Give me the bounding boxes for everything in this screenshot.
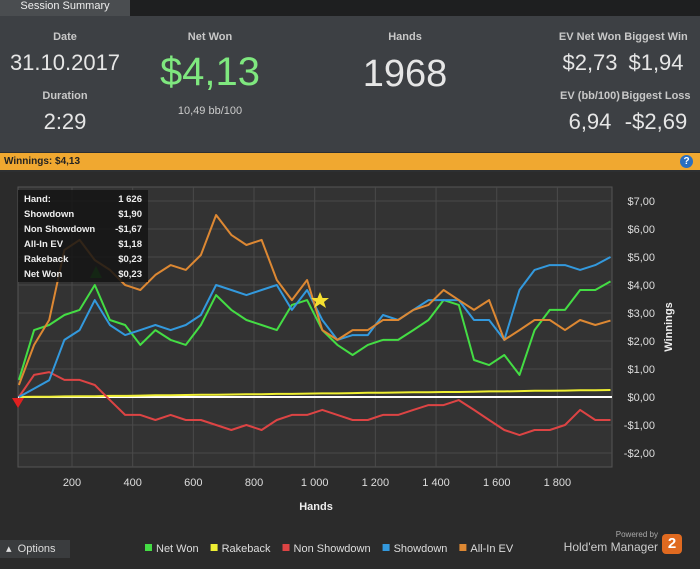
series-line xyxy=(18,371,611,437)
tooltip-label: Non Showdown xyxy=(24,224,96,235)
stat-label: EV (bb/100) xyxy=(560,90,620,102)
series-line xyxy=(17,280,611,381)
x-tick-label: 200 xyxy=(63,477,81,489)
stat-value: 2:29 xyxy=(43,109,87,134)
tooltip-label: Net Won xyxy=(24,269,63,280)
legend-label: Rakeback xyxy=(222,543,271,555)
legend-swatch xyxy=(145,544,152,551)
stat-label: Biggest Loss xyxy=(621,90,691,102)
hands-value: 1968 xyxy=(362,53,448,95)
legend-label: All-In EV xyxy=(470,543,513,555)
tooltip-value: $0,23 xyxy=(118,254,142,265)
y-tick-label: $0,00 xyxy=(627,392,655,404)
stat-value: $2,73 xyxy=(562,50,618,75)
options-button[interactable]: ▴ Options xyxy=(0,540,70,558)
y-tick-label: $5,00 xyxy=(627,252,655,264)
y-axis-title: Winnings xyxy=(663,302,675,351)
tooltip-value: $1,18 xyxy=(118,239,142,250)
brand-logo: 2 xyxy=(662,534,682,554)
y-tick-label: $7,00 xyxy=(627,196,655,208)
options-label: Options xyxy=(17,543,56,555)
tooltip-value: 1 626 xyxy=(118,194,142,205)
y-tick-label: $4,00 xyxy=(627,280,655,292)
y-tick-label: -$2,00 xyxy=(624,448,655,460)
stat-label: EV Net Won xyxy=(558,31,622,43)
tooltip-label: Showdown xyxy=(24,209,75,220)
tab-strip xyxy=(0,0,700,16)
stat-label: Hands xyxy=(388,31,422,43)
x-tick-label: 1 600 xyxy=(483,477,511,489)
tooltip: Hand: 1 626 Showdown $1,90 Non Showdown -$1,6… xyxy=(18,190,148,282)
net-won-value: $4,13 xyxy=(159,50,261,94)
stat-label: Date xyxy=(53,31,77,43)
stat-value: $1,94 xyxy=(628,50,684,75)
start-marker xyxy=(12,398,24,408)
tooltip-value: $1,90 xyxy=(118,209,142,220)
tab[interactable]: Session Summary xyxy=(0,0,130,16)
powered-by: Powered by xyxy=(615,530,658,539)
y-tick-label: $6,00 xyxy=(627,224,655,236)
x-tick-label: 1 800 xyxy=(544,477,572,489)
stat-value: 6,94 xyxy=(568,109,612,134)
winnings-bar xyxy=(0,153,700,170)
x-tick-label: 600 xyxy=(184,477,202,489)
y-tick-label: $2,00 xyxy=(627,336,655,348)
bar-value: $4,13 xyxy=(55,156,81,167)
legend-label: Net Won xyxy=(156,543,199,555)
winnings-bar-label: Winnings: $4,13 xyxy=(4,156,80,167)
stat-label: Biggest Win xyxy=(624,31,688,43)
stat-label: Duration xyxy=(42,90,88,102)
stat-label: Net Won xyxy=(187,31,233,43)
y-tick-label: -$1,00 xyxy=(624,420,655,432)
summary-panel xyxy=(0,16,700,152)
tooltip-label: All-In EV xyxy=(24,239,64,250)
star-marker xyxy=(311,292,329,308)
legend-swatch xyxy=(459,544,467,551)
stat-value: 31.10.2017 xyxy=(9,50,121,75)
series-line xyxy=(18,389,611,398)
tooltip-label: Rakeback xyxy=(24,254,69,265)
x-tick-label: 800 xyxy=(245,477,263,489)
legend-swatch xyxy=(210,544,218,551)
x-axis-title: Hands xyxy=(299,501,333,513)
help-icon[interactable]: ? xyxy=(680,155,693,168)
stat-sub: 10,49 bb/100 xyxy=(177,105,243,117)
y-tick-label: $3,00 xyxy=(627,308,655,320)
bar-label: Winnings: xyxy=(4,156,53,167)
y-tick-label: $1,00 xyxy=(627,364,655,376)
x-tick-label: 1 200 xyxy=(362,477,390,489)
stat-value: -$2,69 xyxy=(624,109,688,134)
legend-swatch xyxy=(282,544,290,551)
tooltip-value: -$1,67 xyxy=(115,224,142,235)
x-tick-label: 1 400 xyxy=(422,477,450,489)
legend-label: Non Showdown xyxy=(294,543,371,555)
x-tick-label: 400 xyxy=(123,477,141,489)
legend-label: Showdown xyxy=(394,543,448,555)
legend-swatch xyxy=(382,544,390,551)
tooltip-value: $0,23 xyxy=(118,269,142,280)
tooltip-label: Hand: xyxy=(24,194,51,205)
brand: Hold'em Manager xyxy=(563,540,658,554)
x-tick-label: 1 000 xyxy=(301,477,329,489)
